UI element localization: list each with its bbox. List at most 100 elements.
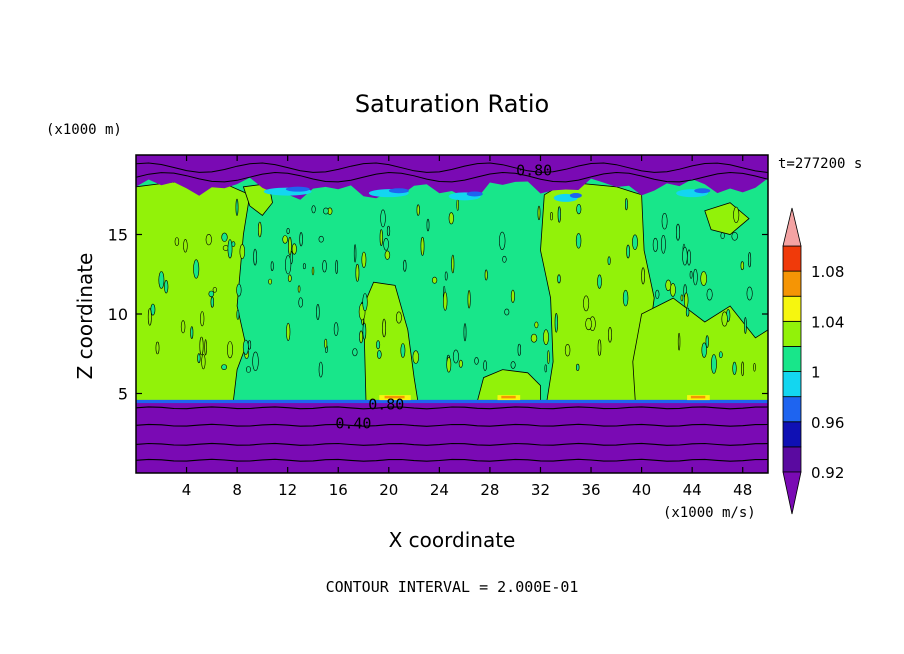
colorbar: 0.92 0.96 1 1.04 1.08	[782, 207, 844, 515]
y-axis-label: Z coordinate	[73, 253, 97, 380]
colorbar-tick-label: 1.08	[811, 263, 844, 281]
y-tick-label: 15	[108, 226, 128, 245]
contour-island	[701, 342, 707, 358]
contour-island	[318, 235, 324, 243]
contour-island	[718, 351, 723, 359]
contour-island	[316, 303, 320, 320]
contour-island	[534, 321, 539, 329]
contour-island	[700, 271, 708, 286]
supersaturation-spot	[690, 395, 706, 399]
contour-island	[201, 354, 206, 370]
contour-island	[661, 235, 666, 254]
contour-island	[632, 234, 638, 250]
colorbar-swatch	[782, 245, 802, 272]
contour-island	[231, 241, 236, 247]
contour-island	[158, 271, 165, 289]
contour-island	[547, 350, 550, 365]
contour-island	[661, 213, 668, 230]
contour-island	[252, 351, 259, 371]
contour-island	[583, 295, 590, 312]
contour-island	[239, 244, 246, 260]
contour-island	[456, 198, 459, 211]
contour-island	[741, 361, 745, 377]
contour-island	[236, 309, 240, 320]
colorbar-swatch	[782, 446, 802, 473]
colorbar-tick-label: 1.04	[811, 313, 844, 331]
contour-island	[740, 261, 744, 271]
contour-island	[733, 206, 740, 223]
contour-island	[732, 361, 737, 376]
contour-island	[705, 335, 709, 348]
contour-island	[322, 260, 327, 273]
contour-island	[386, 225, 391, 237]
contour-line	[136, 423, 768, 427]
contour-island	[268, 278, 273, 285]
contour-island	[183, 239, 188, 253]
contour-island	[585, 317, 592, 331]
lower-dry-layer	[136, 403, 768, 473]
colorbar-over-arrow	[782, 207, 802, 247]
x-tick-label: 12	[278, 481, 297, 499]
contour-island	[680, 294, 684, 302]
contour-island	[597, 339, 602, 356]
x-tick-label: 20	[379, 481, 398, 499]
contour-island	[626, 244, 630, 259]
contour-island	[554, 312, 558, 333]
contour-island	[721, 311, 728, 327]
contour-island	[731, 232, 738, 241]
contour-island	[483, 360, 488, 371]
contour-island	[544, 364, 547, 373]
contour-line	[136, 442, 768, 446]
contour-island	[463, 323, 467, 342]
x-tick-label: 36	[581, 481, 600, 499]
contour-island	[748, 252, 752, 268]
transition-wisp	[285, 186, 310, 192]
contour-island	[686, 249, 691, 266]
contour-island	[537, 205, 541, 221]
contour-line	[136, 458, 768, 462]
contour-island	[622, 289, 629, 307]
contour-island	[720, 232, 725, 239]
contour-island	[382, 318, 387, 338]
contour-island	[298, 297, 304, 308]
contour-island	[379, 229, 383, 247]
contour-island	[376, 340, 381, 350]
contour-island	[362, 322, 367, 340]
contour-island	[420, 236, 425, 256]
transition-wisp	[694, 188, 711, 194]
contour-island	[683, 292, 689, 309]
contour-island	[199, 336, 204, 356]
contour-island	[164, 280, 169, 294]
contour-island	[221, 364, 227, 370]
contour-island	[412, 350, 419, 364]
contour-island	[190, 326, 194, 339]
contour-interval-footer: CONTOUR INTERVAL = 2.000E-01	[326, 578, 579, 596]
contour-island	[288, 236, 292, 256]
contour-island	[426, 218, 430, 232]
contour-island	[384, 250, 391, 260]
contour-label: 0.40	[335, 414, 371, 432]
contour-island	[210, 296, 215, 308]
contour-island	[652, 237, 659, 252]
contour-island	[744, 317, 747, 334]
transition-wisp	[388, 188, 409, 194]
contour-island	[711, 354, 717, 374]
contour-island	[458, 359, 463, 368]
contour-island	[685, 307, 690, 317]
contour-island	[499, 231, 506, 250]
contour-island	[746, 286, 753, 301]
contour-island	[452, 349, 459, 364]
contour-island	[383, 238, 389, 251]
contour-island	[517, 343, 521, 356]
contour-island	[155, 341, 160, 355]
contour-island	[287, 274, 292, 283]
contour-island	[400, 343, 406, 358]
contour-island	[403, 259, 407, 272]
contour-island	[282, 235, 288, 244]
contour-island	[235, 198, 239, 216]
contour-island	[677, 332, 681, 351]
contour-island	[302, 263, 306, 270]
contour-island	[564, 344, 571, 357]
colorbar-swatch	[782, 346, 802, 372]
